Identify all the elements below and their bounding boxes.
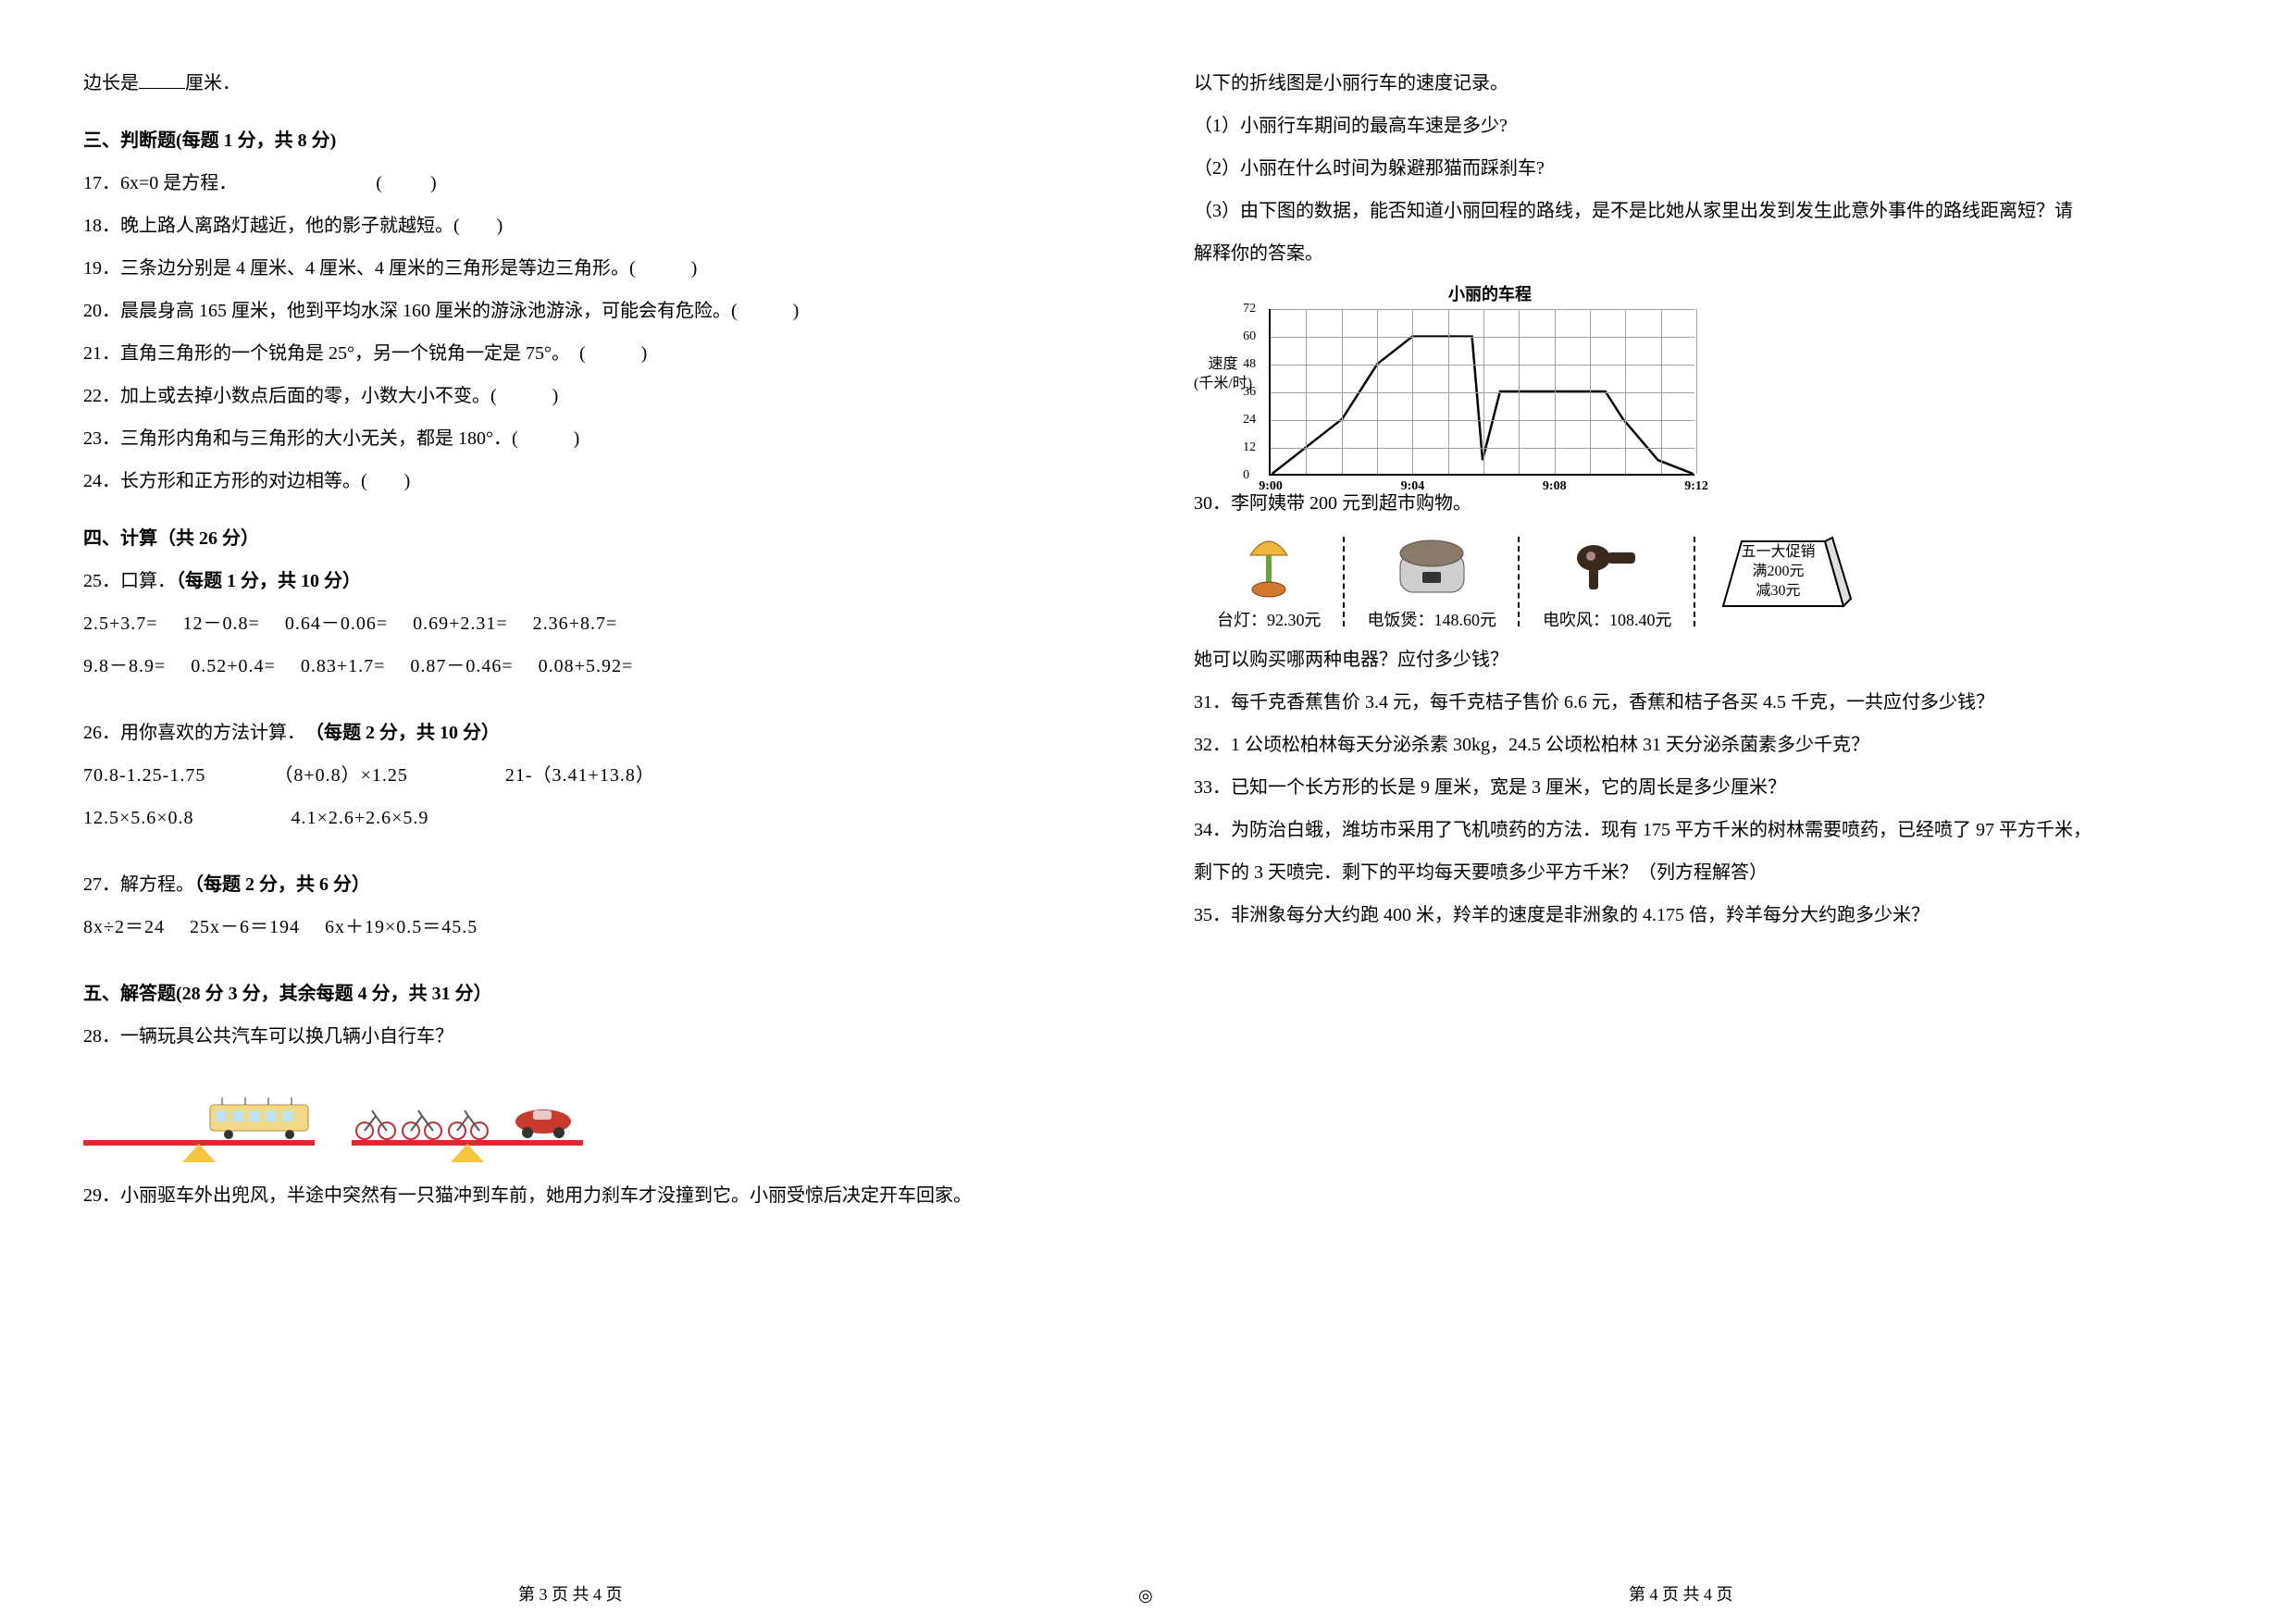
hair-dryer-icon bbox=[1543, 532, 1672, 601]
shop-cooker: 电饭煲：148.60元 bbox=[1345, 532, 1520, 631]
question-26-title: 26．用你喜欢的方法计算． （每题 2 分，共 10 分） bbox=[83, 718, 1046, 748]
question-21: 21．直角三角形的一个锐角是 25°，另一个锐角一定是 75°。 ( ) bbox=[83, 339, 1046, 368]
question-34b: 剩下的 3 天喷完．剩下的平均每天要喷多少平方千米？（列方程解答） bbox=[1194, 858, 2156, 887]
question-34a: 34．为防治白蛾，潍坊市采用了飞机喷药的方法．现有 175 平方千米的树林需要喷… bbox=[1194, 815, 2156, 845]
section-4-title: 四、计算（共 26 分） bbox=[83, 524, 1046, 553]
dryer-label: 电吹风：108.40元 bbox=[1543, 607, 1672, 631]
page-3-footer: 第 3 页 共 4 页 bbox=[518, 1581, 623, 1605]
q29-sub1: （1）小丽行车期间的最高车速是多少? bbox=[1194, 111, 2156, 141]
seesaw-2 bbox=[352, 1070, 583, 1162]
question-19: 19．三条边分别是 4 厘米、4 厘米、4 厘米的三角形是等边三角形。( ) bbox=[83, 254, 1046, 283]
page-3: 边长是厘米． 三、判断题(每题 1 分，共 8 分) 17．6x=0 是方程． … bbox=[56, 56, 1074, 1223]
section-5-title: 五、解答题(28 分 3 分，其余每题 4 分，共 31 分） bbox=[83, 979, 1046, 1009]
q27-line: 8x÷2＝24 25x－6＝194 6x＋19×0.5＝45.5 bbox=[83, 912, 1046, 942]
section-3-title: 三、判断题(每题 1 分，共 8 分) bbox=[83, 126, 1046, 155]
q25-line1: 2.5+3.7= 12－0.8= 0.64－0.06= 0.69+2.31= 2… bbox=[83, 609, 1046, 638]
question-17: 17．6x=0 是方程． ( ) bbox=[83, 168, 1046, 198]
cooker-label: 电饭煲：148.60元 bbox=[1368, 607, 1497, 631]
shop-dryer: 电吹风：108.40元 bbox=[1520, 532, 1695, 631]
question-20: 20．晨晨身高 165 厘米，他到平均水深 160 厘米的游泳池游泳，可能会有危… bbox=[83, 296, 1046, 326]
q17-paren: ( ) bbox=[376, 173, 440, 193]
question-28: 28．一辆玩具公共汽车可以换几辆小自行车？ bbox=[83, 1022, 1046, 1051]
question-27-title: 27．解方程。（每题 2 分，共 6 分） bbox=[83, 870, 1046, 899]
question-partial: 边长是厘米． bbox=[83, 68, 1046, 98]
shop-lamp: 台灯：92.30元 bbox=[1194, 532, 1345, 631]
toy-bus-icon bbox=[208, 1096, 310, 1140]
promo-line1: 五一大促销 bbox=[1742, 543, 1816, 563]
page-4: 以下的折线图是小丽行车的速度记录。 （1）小丽行车期间的最高车速是多少? （2）… bbox=[1166, 56, 2184, 943]
q30-ask: 她可以购买哪两种电器？应付多少钱？ bbox=[1194, 645, 2156, 675]
shopping-items: 台灯：92.30元 电饭煲：148.60元 电吹风：108.40元 五一大促销 … bbox=[1194, 532, 2156, 631]
toy-bikes-icon bbox=[354, 1105, 490, 1140]
question-30: 30．李阿姨带 200 元到超市购物。 bbox=[1194, 489, 2156, 518]
q17-text: 17．6x=0 是方程． bbox=[83, 173, 228, 193]
q26-line2: 12.5×5.6×0.8 4.1×2.6+2.6×5.9 bbox=[83, 803, 1046, 833]
q29-sub3b: 解释你的答案。 bbox=[1194, 239, 2156, 268]
q29-sub2: （2）小丽在什么时间为躲避那猫而踩刹车? bbox=[1194, 154, 2156, 183]
footer-divider: ◎ bbox=[1138, 1586, 1153, 1605]
question-33: 33．已知一个长方形的长是 9 厘米，宽是 3 厘米，它的周长是多少厘米？ bbox=[1194, 773, 2156, 802]
question-25-title: 25．口算．（每题 1 分，共 10 分） bbox=[83, 566, 1046, 596]
promo-text: 五一大促销 满200元 减30元 bbox=[1742, 543, 1816, 601]
promo-line3: 减30元 bbox=[1742, 582, 1816, 601]
chart-plot-area: 01224364860729:009:049:089:12 bbox=[1269, 309, 1694, 476]
seesaw-illustration bbox=[83, 1070, 1046, 1162]
question-23: 23．三角形内角和与三角形的大小无关，都是 180°．( ) bbox=[83, 424, 1046, 453]
question-24: 24．长方形和正方形的对边相等。( ) bbox=[83, 466, 1046, 496]
speed-chart: 小丽的车程 速度 (千米/时) 01224364860729:009:049:0… bbox=[1194, 281, 2156, 476]
q29-sub3a: （3）由下图的数据，能否知道小丽回程的路线，是不是比她从家里出发到发生此意外事件… bbox=[1194, 196, 2156, 226]
toy-car-icon bbox=[511, 1101, 576, 1140]
q25-line2: 9.8－8.9= 0.52+0.4= 0.83+1.7= 0.87－0.46= … bbox=[83, 651, 1046, 681]
question-22: 22．加上或去掉小数点后面的零，小数大小不变。( ) bbox=[83, 381, 1046, 411]
q26-line1: 70.8-1.25-1.75 （8+0.8）×1.25 21-（3.41+13.… bbox=[83, 761, 1046, 790]
lamp-label: 台灯：92.30元 bbox=[1217, 607, 1322, 631]
question-31: 31．每千克香蕉售价 3.4 元，每千克桔子售价 6.6 元，香蕉和桔子各买 4… bbox=[1194, 688, 2156, 717]
chart-line bbox=[1271, 309, 1694, 474]
page-4-footer: 第 4 页 共 4 页 bbox=[1629, 1581, 1733, 1605]
q29-continuation: 以下的折线图是小丽行车的速度记录。 bbox=[1194, 68, 2156, 98]
question-35: 35．非洲象每分大约跑 400 米，羚羊的速度是非洲象的 4.175 倍，羚羊每… bbox=[1194, 900, 2156, 930]
question-32: 32．1 公顷松柏林每天分泌杀素 30kg，24.5 公顷松柏林 31 天分泌杀… bbox=[1194, 730, 2156, 760]
question-18: 18．晚上路人离路灯越近，他的影子就越短。( ) bbox=[83, 211, 1046, 241]
seesaw-1 bbox=[83, 1070, 315, 1162]
promo-sign: 五一大促销 满200元 减30元 bbox=[1714, 532, 1853, 615]
promo-line2: 满200元 bbox=[1742, 563, 1816, 582]
chart-title: 小丽的车程 bbox=[1277, 281, 1703, 305]
lamp-icon bbox=[1217, 532, 1322, 601]
rice-cooker-icon bbox=[1368, 532, 1497, 601]
question-29: 29．小丽驱车外出兜风，半途中突然有一只猫冲到车前，她用力刹车才没撞到它。小丽受… bbox=[83, 1181, 1046, 1210]
